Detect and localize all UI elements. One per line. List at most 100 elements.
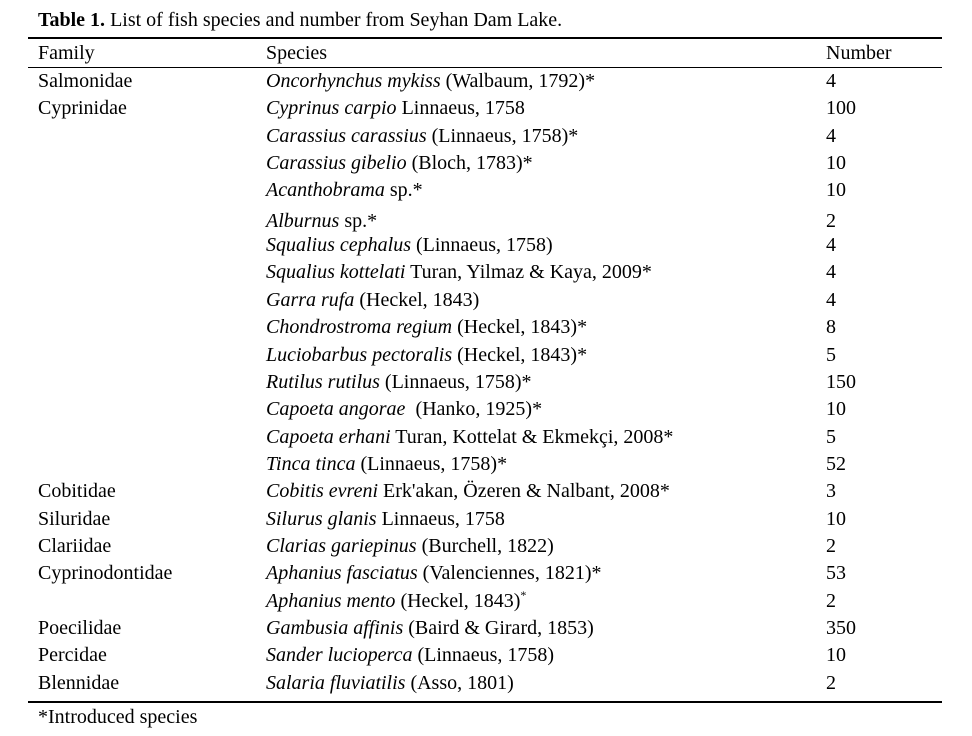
species-authority: Erk'akan, Özeren & Nalbant, 2008*: [378, 480, 670, 503]
cell-family: Siluridae: [38, 507, 111, 530]
species-authority: (Walbaum, 1792)*: [440, 70, 596, 92]
species-authority: Turan, Yilmaz & Kaya, 2009*: [405, 261, 652, 284]
species-name: Capoeta angorae: [266, 398, 406, 421]
cell-species: Garra rufa (Heckel, 1843): [266, 287, 479, 314]
cell-number: 10: [826, 398, 846, 421]
cell-number: 2: [826, 209, 836, 232]
species-authority: (Bloch, 1783)*: [406, 152, 533, 175]
species-name: Gambusia affinis: [266, 617, 404, 639]
species-authority: (Heckel, 1843): [395, 589, 521, 612]
cell-number: 10: [826, 644, 846, 667]
cell-number: 100: [826, 97, 856, 120]
cell-species: Rutilus rutilus (Linnaeus, 1758)*: [266, 369, 532, 396]
cell-species: Silurus glanis Linnaeus, 1758: [266, 506, 505, 533]
table-caption: Table 1. List of fish species and number…: [38, 6, 562, 34]
table-row: Cobitidae Cobitis evreni Erk'akan, Özeren…: [0, 478, 972, 505]
species-authority: sp.*: [339, 209, 378, 232]
table-row: Carassius gibelio (Bloch, 1783)* 10: [0, 150, 972, 177]
species-name: Squalius cephalus: [266, 234, 411, 257]
species-name: Alburnus: [266, 209, 340, 232]
cell-species: Acanthobrama sp.*: [266, 177, 423, 204]
cell-family: Cobitidae: [38, 480, 116, 503]
species-name: Silurus glanis: [266, 507, 377, 530]
species-authority: (Linnaeus, 1758)*: [426, 124, 579, 147]
species-name: Cobitis evreni: [266, 480, 379, 503]
table-row: Cyprinidae Cyprinus carpio Linnaeus, 1758…: [0, 95, 972, 122]
species-name: Salaria fluviatilis: [266, 671, 406, 694]
species-authority: sp.*: [384, 179, 423, 202]
table-row: Cyprinodontidae Aphanius fasciatus (Valen…: [0, 560, 972, 587]
column-header-number: Number: [826, 42, 892, 64]
cell-number: 2: [826, 589, 836, 612]
cell-species: Cobitis evreni Erk'akan, Özeren & Nalban…: [266, 478, 670, 505]
cell-species: Tinca tinca (Linnaeus, 1758)*: [266, 451, 507, 478]
species-authority: (Linnaeus, 1758): [412, 644, 555, 667]
table-row: Capoeta erhani Turan, Kottelat & Ekmekçi…: [0, 424, 972, 451]
cell-species: Aphanius fasciatus (Valenciennes, 1821)*: [266, 560, 602, 587]
table-row: Salmonidae Oncorhynchus mykiss (Walbaum, …: [0, 68, 972, 95]
cell-number: 52: [826, 452, 846, 475]
table-row: Garra rufa (Heckel, 1843) 4: [0, 287, 972, 314]
species-authority: (Valenciennes, 1821)*: [417, 562, 602, 585]
species-authority: Linnaeus, 1758: [396, 97, 525, 120]
table-bottom-rule: [28, 701, 942, 703]
species-name: Carassius carassius: [266, 124, 427, 147]
cell-species: Aphanius mento (Heckel, 1843)*: [266, 588, 526, 615]
cell-number: 10: [826, 152, 846, 175]
species-name: Sander lucioperca: [266, 644, 413, 667]
species-superscript: *: [520, 587, 527, 602]
table-footnote: *Introduced species: [38, 706, 198, 728]
cell-family: Poecilidae: [38, 617, 122, 639]
table-row: Squalius kottelati Turan, Yilmaz & Kaya,…: [0, 259, 972, 286]
cell-number: 4: [826, 234, 836, 257]
cell-number: 2: [826, 671, 836, 694]
table-row: Clariidae Clarias gariepinus (Burchell, 1…: [0, 533, 972, 560]
species-authority: (Asso, 1801): [405, 671, 514, 694]
cell-number: 350: [826, 617, 856, 639]
cell-species: Squalius cephalus (Linnaeus, 1758): [266, 232, 553, 259]
species-name: Chondrostroma regium: [266, 316, 453, 339]
species-name: Squalius kottelati: [266, 261, 406, 284]
species-authority: (Hanko, 1925)*: [405, 398, 543, 421]
species-name: Aphanius mento: [266, 589, 396, 612]
species-name: Clarias gariepinus: [266, 534, 417, 557]
species-name: Tinca tinca: [266, 452, 356, 475]
table-row: Percidae Sander lucioperca (Linnaeus, 175…: [0, 642, 972, 669]
cell-family: Salmonidae: [38, 70, 133, 92]
cell-number: 53: [826, 562, 846, 585]
cell-species: Capoeta angorae (Hanko, 1925)*: [266, 396, 542, 423]
cell-species: Gambusia affinis (Baird & Girard, 1853): [266, 615, 594, 642]
cell-species: Capoeta erhani Turan, Kottelat & Ekmekçi…: [266, 424, 673, 451]
table-row: Rutilus rutilus (Linnaeus, 1758)* 150: [0, 369, 972, 396]
cell-species: Sander lucioperca (Linnaeus, 1758): [266, 642, 554, 669]
cell-family: Clariidae: [38, 534, 112, 557]
table-row: Luciobarbus pectoralis (Heckel, 1843)* 5: [0, 342, 972, 369]
species-authority: (Linnaeus, 1758): [411, 234, 553, 257]
species-name: Oncorhynchus mykiss: [266, 70, 441, 92]
species-name: Rutilus rutilus: [266, 370, 380, 393]
species-name: Cyprinus carpio: [266, 97, 397, 120]
cell-species: Carassius carassius (Linnaeus, 1758)*: [266, 123, 578, 150]
species-authority: Turan, Kottelat & Ekmekçi, 2008*: [390, 425, 674, 448]
species-name: Aphanius fasciatus: [266, 562, 418, 585]
table-row: Chondrostroma regium (Heckel, 1843)* 8: [0, 314, 972, 341]
cell-family: Blennidae: [38, 671, 120, 694]
cell-number: 150: [826, 370, 856, 393]
species-authority: (Burchell, 1822): [416, 534, 554, 557]
species-authority: (Heckel, 1843)*: [452, 316, 588, 339]
cell-number: 4: [826, 261, 836, 284]
cell-number: 4: [826, 70, 836, 92]
table-caption-label: Table 1.: [38, 9, 106, 31]
column-header-family: Family: [38, 42, 95, 64]
species-authority: (Baird & Girard, 1853): [403, 617, 594, 639]
table-row: Siluridae Silurus glanis Linnaeus, 1758 10: [0, 506, 972, 533]
cell-number: 2: [826, 534, 836, 557]
table-top-rule: [28, 37, 942, 39]
table-row: Capoeta angorae (Hanko, 1925)* 10: [0, 396, 972, 423]
species-authority: (Heckel, 1843)*: [452, 343, 588, 366]
cell-species: Salaria fluviatilis (Asso, 1801): [266, 670, 514, 697]
cell-species: Alburnus sp.*: [266, 208, 377, 235]
cell-number: 5: [826, 343, 836, 366]
cell-species: Luciobarbus pectoralis (Heckel, 1843)*: [266, 342, 587, 369]
